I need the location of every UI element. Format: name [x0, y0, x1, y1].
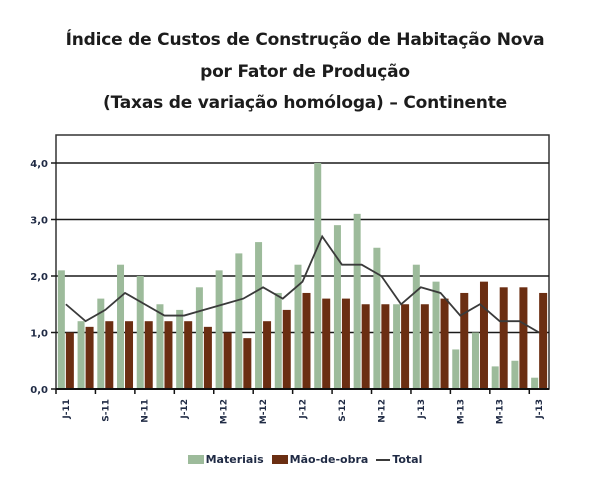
x-tick-label: M-12: [220, 399, 230, 424]
legend-item-mao-de-obra: Mão-de-obra: [271, 453, 369, 466]
bar-materiais: [491, 366, 499, 389]
bar-materiais: [136, 276, 144, 389]
y-tick-label: 0,0: [30, 385, 48, 396]
chart-legend: Materiais Mão-de-obra Total: [0, 453, 610, 466]
bar-materiais: [314, 163, 322, 389]
bar-materiais: [531, 377, 539, 389]
chart-title-line-2: por Fator de Produção: [200, 62, 410, 82]
bar-mao-de-obra: [164, 321, 173, 389]
bar-mao-de-obra: [223, 332, 232, 389]
x-tick-label: S-11: [101, 399, 111, 422]
y-tick-label: 4,0: [30, 159, 48, 170]
bar-materiais: [373, 247, 381, 389]
bar-mao-de-obra: [440, 298, 449, 389]
legend-label-mao-de-obra: Mão-de-obra: [289, 453, 369, 466]
chart-title-line-1: Índice de Custos de Construção de Habita…: [65, 30, 545, 50]
x-tick-label: J-13: [535, 399, 545, 420]
x-tick-label: J-12: [299, 399, 309, 420]
bar-materiais: [97, 298, 105, 389]
bar-materiais: [353, 213, 361, 389]
bar-materiais: [393, 304, 401, 389]
chart-title-line-3: (Taxas de variação homóloga) – Continent…: [103, 93, 507, 113]
bar-materiais: [432, 281, 440, 389]
bar-mao-de-obra: [460, 292, 469, 389]
bar-mao-de-obra: [263, 321, 272, 389]
y-tick-label: 2,0: [30, 272, 48, 283]
legend-swatch-materiais: [187, 455, 204, 464]
bar-mao-de-obra: [361, 304, 370, 389]
y-tick-label: 3,0: [30, 216, 48, 227]
bar-mao-de-obra: [381, 304, 390, 389]
bar-mao-de-obra: [539, 292, 548, 389]
x-tick-label: J-12: [180, 399, 190, 420]
bar-mao-de-obra: [341, 298, 350, 389]
x-tick-label: N-11: [141, 399, 151, 423]
bar-materiais: [255, 242, 263, 389]
bar-mao-de-obra: [282, 309, 291, 389]
bar-mao-de-obra: [302, 292, 311, 389]
bar-materiais: [511, 360, 519, 389]
bar-mao-de-obra: [125, 321, 134, 389]
bar-mao-de-obra: [479, 281, 488, 389]
bar-mao-de-obra: [144, 321, 153, 389]
x-tick-label: J-13: [417, 399, 427, 420]
x-tick-label: M-12: [259, 399, 269, 424]
bar-mao-de-obra: [519, 287, 528, 389]
bar-materiais: [57, 270, 65, 389]
x-tick-label: M-13: [496, 399, 506, 424]
x-tick-label: M-13: [456, 399, 466, 424]
bar-mao-de-obra: [401, 304, 410, 389]
bar-materiais: [215, 270, 223, 389]
bar-mao-de-obra: [184, 321, 193, 389]
bar-mao-de-obra: [105, 321, 114, 389]
legend-label-materiais: Materiais: [205, 453, 264, 466]
bar-materiais: [235, 253, 243, 389]
legend-label-total: Total: [392, 453, 423, 466]
x-tick-label: J-11: [62, 399, 72, 420]
bar-materiais: [412, 264, 420, 389]
bar-materiais: [176, 309, 184, 389]
bar-materiais: [195, 287, 203, 389]
x-tick-label: S-12: [338, 399, 348, 422]
bar-materiais: [77, 321, 85, 389]
bar-mao-de-obra: [65, 332, 74, 389]
bar-mao-de-obra: [203, 326, 212, 389]
bar-materiais: [274, 292, 282, 389]
bar-materiais: [452, 349, 460, 389]
bar-materiais: [333, 225, 341, 389]
legend-item-materiais: Materiais: [187, 453, 264, 466]
legend-item-total: Total: [376, 453, 422, 466]
bar-mao-de-obra: [499, 287, 508, 389]
bar-mao-de-obra: [420, 304, 429, 389]
line-total: [65, 234, 540, 334]
bar-materiais: [471, 332, 479, 389]
legend-swatch-total: [376, 458, 391, 461]
bar-materiais: [117, 264, 125, 389]
x-tick-label: N-12: [377, 399, 387, 423]
y-tick-label: 1,0: [30, 329, 48, 340]
legend-swatch-mao-de-obra: [271, 455, 288, 464]
bar-mao-de-obra: [243, 338, 252, 389]
bar-materiais: [294, 264, 302, 389]
bar-mao-de-obra: [85, 326, 94, 389]
bar-mao-de-obra: [322, 298, 331, 389]
bar-materiais: [156, 304, 164, 389]
